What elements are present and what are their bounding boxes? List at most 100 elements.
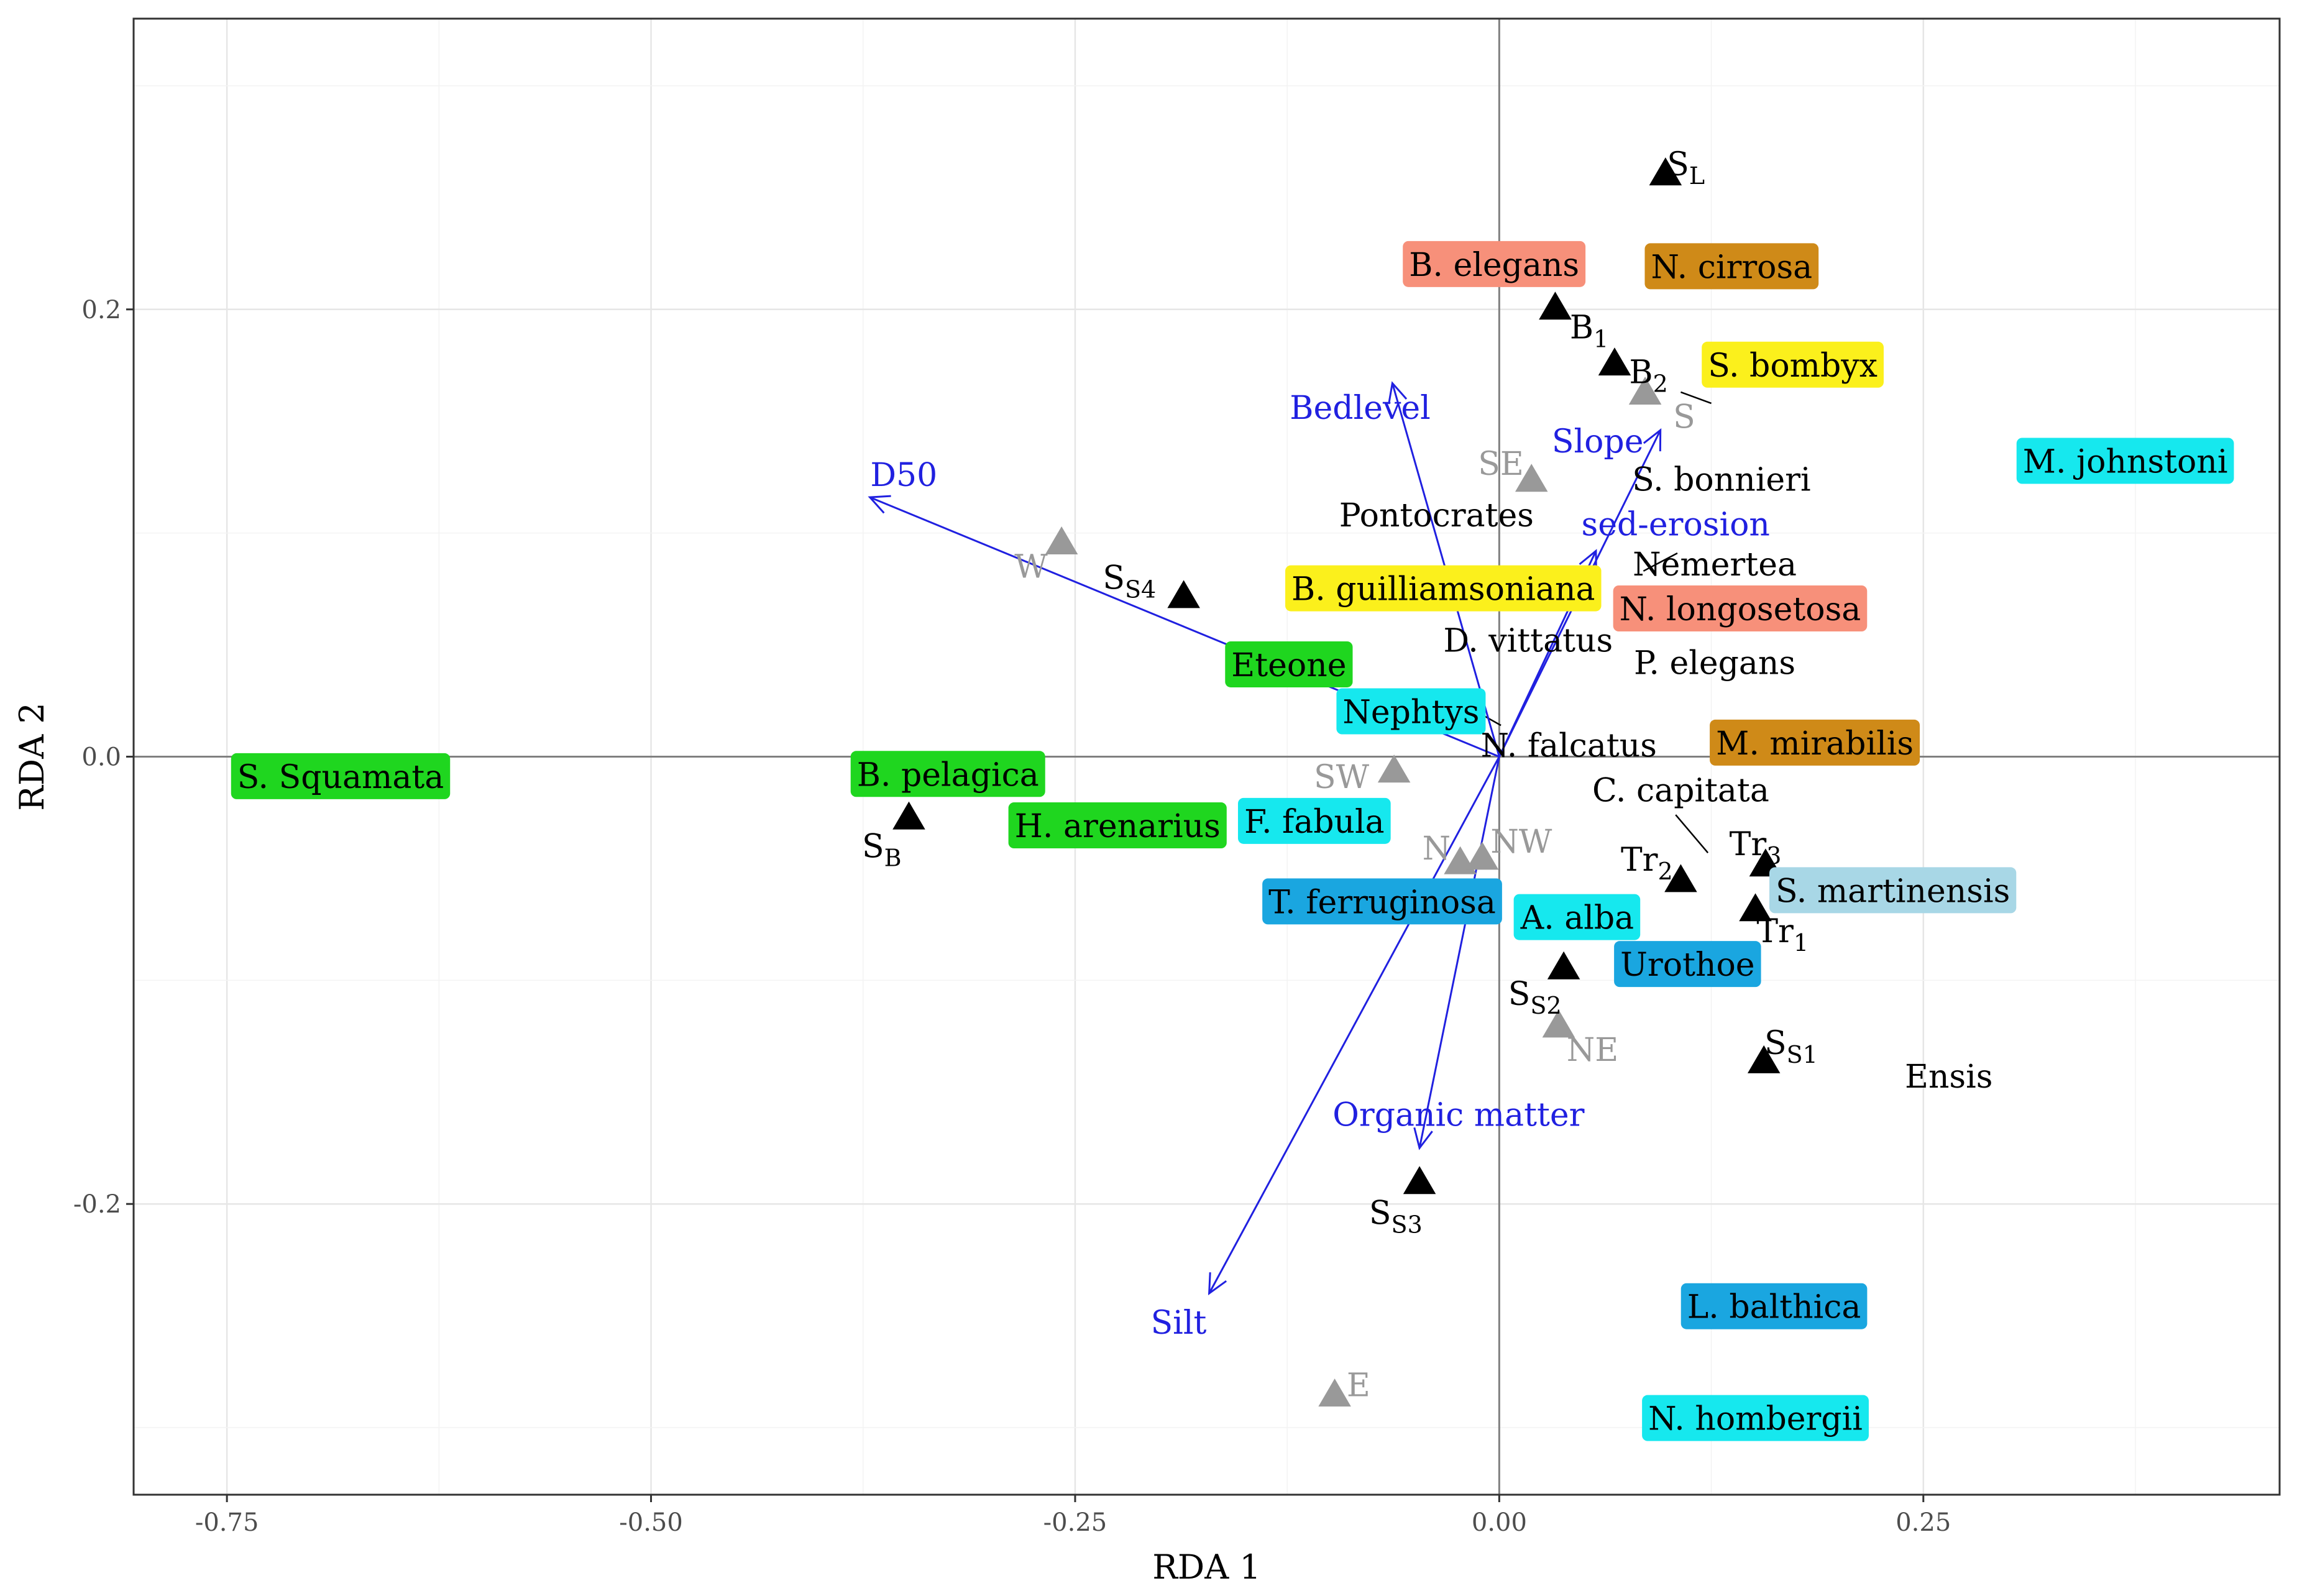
station-label-main: S — [1103, 560, 1125, 597]
species-l-balthica: L. balthica — [1680, 1283, 1868, 1329]
species-s-bonnieri: S. bonnieri — [1632, 461, 1810, 498]
species-label-box — [1710, 719, 1920, 766]
station-label-main: B — [1570, 310, 1593, 347]
species-s-bombyx: S. bombyx — [1702, 341, 1884, 388]
species-label-box — [1702, 341, 1884, 388]
species-s-squamata: S. Squamata — [231, 753, 451, 799]
species-label-text: S. martinensis — [1776, 873, 2010, 910]
direction-markers — [1045, 376, 1662, 1407]
species-label-text: P. elegans — [1634, 644, 1795, 682]
species-label-box — [1613, 585, 1868, 631]
y-tick-label: 0.0 — [81, 743, 121, 772]
station-label-subscript: S1 — [1787, 1041, 1818, 1068]
arrow-d50-head — [868, 495, 891, 514]
species-label-box — [2016, 438, 2234, 484]
station-marker-b1 — [1539, 291, 1572, 320]
arrow-organic-matter-shaft — [1418, 756, 1500, 1149]
species-label-text: Nephtys — [1342, 694, 1479, 732]
station-label-ss4: SS4 — [1103, 560, 1156, 603]
species-label-box — [1642, 1395, 1869, 1441]
station-label-main: S — [862, 828, 884, 865]
station-label-ss1: SS1 — [1764, 1025, 1818, 1068]
station-label-subscript: S3 — [1391, 1211, 1423, 1239]
x-tick-label: -0.75 — [195, 1508, 259, 1537]
direction-marker-ne — [1542, 1009, 1575, 1038]
species-label-text: N. falcatus — [1481, 728, 1657, 765]
station-marker-ss2 — [1547, 951, 1580, 979]
station-marker-tr1 — [1739, 893, 1772, 922]
station-label-b1: B1 — [1570, 310, 1608, 353]
station-marker-tr2 — [1664, 864, 1697, 892]
station-label-ss3: SS3 — [1369, 1195, 1423, 1239]
species-ensis: Ensis — [1905, 1058, 1992, 1096]
direction-label-se: SE — [1478, 446, 1524, 483]
species-label-text: A. alba — [1520, 900, 1634, 937]
species-n-longosetosa: N. longosetosa — [1613, 585, 1868, 631]
label-connector-line — [1643, 552, 1678, 572]
species-label-text: B. guilliamsoniana — [1291, 571, 1595, 608]
station-label-main: S — [1764, 1025, 1787, 1062]
x-tick-label: -0.50 — [619, 1508, 683, 1537]
station-label-main: B — [1629, 354, 1653, 392]
station-marker-ss3 — [1403, 1166, 1436, 1195]
species-m-johnstoni: M. johnstoni — [2016, 438, 2234, 484]
direction-label-n: N — [1423, 830, 1451, 868]
station-label-ss2: SS2 — [1508, 976, 1562, 1019]
species-label-box — [1680, 1283, 1868, 1329]
station-marker-b2 — [1598, 347, 1631, 376]
station-label-tr2: Tr2 — [1621, 842, 1673, 885]
species-nemertea: Nemertea — [1633, 546, 1797, 584]
species-label-box — [1225, 641, 1353, 687]
species-label-text: S. bonnieri — [1632, 461, 1810, 498]
label-connector-line — [1680, 391, 1712, 405]
species-a-alba: A. alba — [1513, 894, 1641, 940]
label-connector-line — [1675, 814, 1709, 854]
species-label-box — [231, 753, 451, 799]
station-label-main: S — [1508, 976, 1531, 1013]
species-b-pelagica: B. pelagica — [850, 751, 1045, 797]
station-label-tr3: Tr3 — [1730, 826, 1782, 869]
species-label-text: B. pelagica — [857, 756, 1039, 794]
species-s-martinensis: S. martinensis — [1769, 867, 2017, 914]
station-label-main: S — [1369, 1195, 1391, 1232]
y-axis-title: RDA 2 — [12, 702, 52, 810]
arrow-label-sed-erosion: sed-erosion — [1582, 506, 1770, 543]
arrow-silt-shaft — [1208, 756, 1500, 1294]
arrow-sed-erosion-head — [1579, 549, 1597, 572]
species-label-text: S. bombyx — [1708, 347, 1877, 385]
species-nephtys: Nephtys — [1336, 688, 1486, 735]
direction-label-sw: SW — [1314, 759, 1370, 796]
species-label-text: Urothoe — [1620, 947, 1754, 984]
species-label-text: Nemertea — [1633, 546, 1797, 584]
arrow-label-group: D50 Bedlevel Slope sed-erosion Organic matte… — [870, 390, 1770, 1342]
species-label-box — [1769, 867, 2017, 914]
arrow-bedlevel-head — [1388, 381, 1408, 405]
species-label-text: H. arenarius — [1015, 808, 1221, 845]
species-f-fabula: F. fabula — [1237, 797, 1391, 844]
direction-marker-s — [1628, 376, 1662, 405]
station-label-subscript: L — [1689, 162, 1705, 190]
y-axis-ticks: -0.2 0.0 0.2 — [73, 296, 134, 1219]
station-label-subscript: 1 — [1593, 326, 1608, 353]
species-label-box — [1336, 688, 1486, 735]
species-pontocrates: Pontocrates — [1339, 497, 1534, 534]
species-n-falcatus: N. falcatus — [1481, 728, 1657, 765]
species-label-text: N. hombergii — [1648, 1401, 1863, 1438]
species-p-elegans: P. elegans — [1634, 644, 1795, 682]
station-label-sb: SB — [862, 828, 902, 871]
station-marker-sl — [1649, 157, 1682, 186]
station-marker-ss4 — [1167, 580, 1200, 608]
direction-label-e: E — [1347, 1367, 1370, 1405]
direction-label-s: S — [1673, 399, 1695, 436]
species-label-text: T. ferruginosa — [1268, 884, 1496, 921]
species-label-box — [1262, 878, 1502, 925]
species-label-text: F. fabula — [1244, 804, 1385, 841]
species-label-box — [1644, 243, 1819, 290]
direction-marker-w — [1045, 526, 1078, 555]
species-b-elegans: B. elegans — [1403, 241, 1586, 287]
species-n-hombergii: N. hombergii — [1642, 1395, 1869, 1441]
species-label-text: N. longosetosa — [1620, 591, 1861, 628]
species-label-text: L. balthica — [1687, 1289, 1861, 1326]
